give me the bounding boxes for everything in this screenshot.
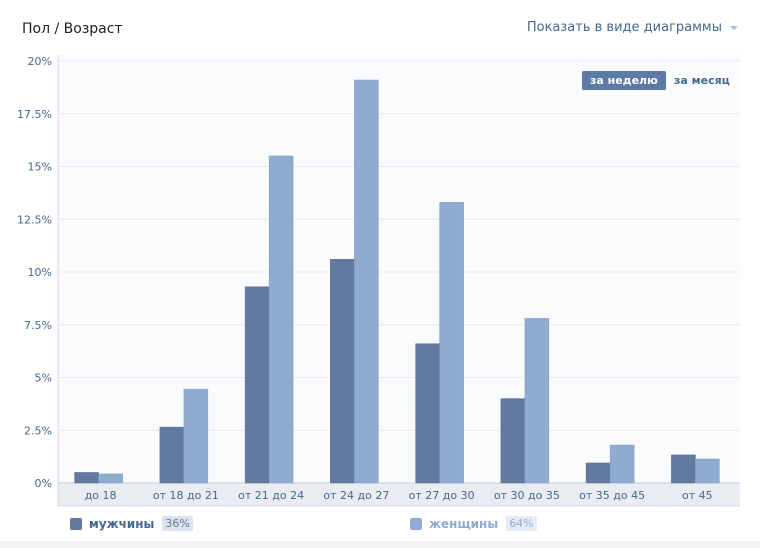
bar-women (524, 318, 550, 484)
month-button[interactable]: за месяц (674, 74, 730, 87)
x-tick-label: от 45 (682, 489, 713, 502)
y-tick-label: 10% (28, 266, 52, 279)
x-tick-label: от 24 до 27 (323, 489, 389, 502)
y-tick-label: 2.5% (24, 424, 52, 437)
x-tick-label: от 18 до 21 (153, 489, 219, 502)
bar-women (695, 458, 720, 484)
week-button[interactable]: за неделю (582, 71, 666, 90)
bar-women (98, 473, 123, 484)
chevron-down-icon (730, 25, 738, 30)
bar-men (415, 343, 440, 484)
y-tick-label: 7.5% (24, 319, 52, 332)
view-toggle-dropdown[interactable]: Показать в виде диаграммы (527, 20, 738, 35)
bar-women (268, 155, 294, 484)
legend-men[interactable]: мужчины 36% (70, 516, 193, 531)
x-tick-label: от 35 до 45 (579, 489, 645, 502)
bar-women (439, 202, 464, 484)
legend-swatch-men (70, 517, 82, 530)
bar-men (74, 472, 99, 484)
y-tick-label: 0% (35, 477, 52, 490)
legend-percent-men: 36% (162, 516, 193, 531)
y-tick-label: 5% (35, 372, 52, 385)
x-tick-label: до 18 (85, 489, 117, 502)
view-toggle-label: Показать в виде диаграммы (526, 20, 722, 35)
y-tick-label: 20% (28, 55, 52, 68)
bar-men (330, 259, 355, 484)
footer-divider (0, 541, 760, 548)
legend-women[interactable]: женщины 64% (410, 516, 537, 531)
y-tick-label: 12.5% (17, 213, 52, 226)
bar-women (354, 79, 379, 484)
legend-swatch-women (410, 517, 422, 530)
bar-men (585, 462, 611, 484)
x-tick-label: от 30 до 35 (494, 489, 560, 502)
bar-women (183, 388, 209, 484)
bar-men (244, 286, 270, 484)
legend-label-women: женщины (429, 516, 499, 531)
x-axis-band (58, 483, 740, 506)
bar-men (159, 426, 185, 484)
bar-men (671, 454, 696, 484)
bar-men (500, 398, 526, 484)
plot-background (58, 55, 740, 483)
x-tick-label: от 27 до 30 (409, 489, 475, 502)
y-tick-label: 17.5% (17, 108, 52, 121)
legend-label-men: мужчины (89, 516, 155, 531)
legend-percent-women: 64% (506, 516, 537, 531)
page-title: Пол / Возраст (22, 21, 123, 37)
y-tick-label: 15% (28, 161, 52, 174)
x-tick-label: от 21 до 24 (238, 489, 304, 502)
bar-women (609, 444, 635, 484)
